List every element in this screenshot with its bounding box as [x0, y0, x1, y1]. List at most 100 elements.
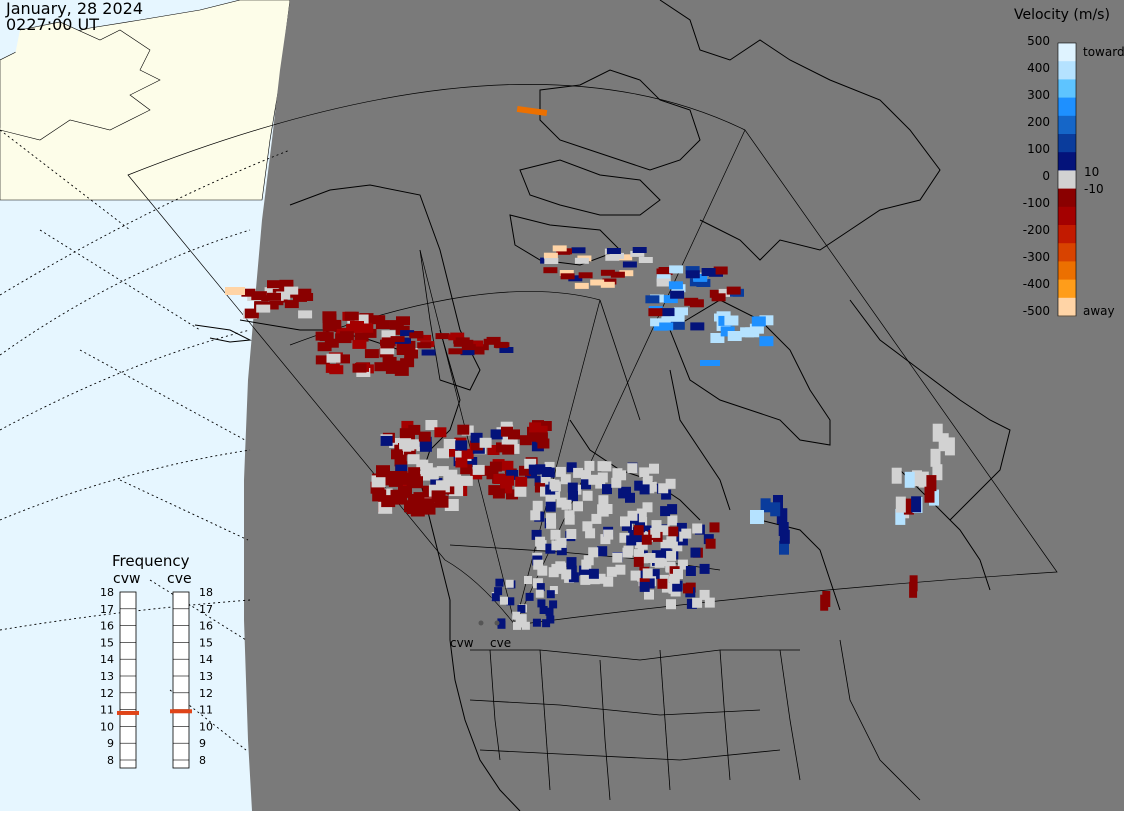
scatter-cell — [493, 341, 508, 348]
scatter-cell — [610, 271, 625, 278]
colorbar-swatch — [1058, 279, 1076, 299]
scatter-cell — [566, 529, 577, 539]
station-marker-cve — [494, 620, 500, 626]
scatter-cell — [322, 314, 337, 324]
colorbar-swatch — [1058, 188, 1076, 208]
scatter-cell — [374, 362, 389, 372]
scatter-cell — [632, 532, 642, 543]
scatter-cell — [690, 547, 701, 558]
velocity-colorbar: Velocity (m/s) 500400300200100100-10-100… — [1014, 7, 1124, 318]
scatter-cell — [540, 486, 550, 497]
scatter-cell — [651, 550, 662, 561]
scatter-cell — [633, 525, 644, 536]
frequency-tick-label: 11 — [100, 704, 114, 717]
scatter-cell — [568, 572, 579, 583]
scatter-cell — [642, 475, 653, 486]
scatter-cell — [536, 583, 545, 592]
scatter-cell — [354, 332, 369, 342]
scatter-cell — [551, 563, 562, 574]
frequency-tick-label: 16 — [199, 620, 213, 633]
scatter-cell — [636, 508, 647, 519]
frequency-tick-label: 14 — [199, 653, 213, 666]
scatter-cell — [541, 467, 552, 477]
scatter-cell — [602, 278, 617, 285]
scatter-cell — [435, 333, 450, 340]
scatter-cell — [588, 568, 599, 579]
frequency-panel: Frequency cvw cve 18 17 16 15 14 13 12 11 10 9 8 18… — [100, 552, 213, 769]
scatter-cell — [642, 502, 653, 513]
scatter-cell — [225, 287, 245, 295]
scatter-cell — [590, 279, 605, 286]
frequency-tick-label: 17 — [100, 603, 114, 616]
scatter-cell — [700, 360, 720, 366]
scatter-cell — [686, 598, 697, 609]
scatter-cell — [431, 490, 446, 503]
scatter-cell — [324, 338, 339, 348]
scatter-cell — [778, 522, 789, 536]
scatter-cell — [630, 250, 645, 257]
scatter-cell — [390, 336, 405, 343]
frequency-tick-label: 14 — [100, 653, 114, 666]
scatter-cell — [571, 247, 586, 254]
scatter-cell — [502, 475, 515, 486]
scatter-cell — [649, 463, 659, 474]
scatter-cell — [550, 529, 561, 540]
frequency-tick-label: 11 — [199, 704, 213, 717]
scatter-cell — [630, 570, 641, 581]
scatter-cell — [408, 424, 421, 435]
scatter-cell — [654, 557, 665, 568]
scatter-cell — [648, 308, 663, 317]
scatter-cell — [506, 597, 515, 606]
scatter-cell — [685, 566, 696, 576]
colorbar-swatch — [1058, 243, 1076, 262]
frequency-tick-label: 15 — [100, 636, 114, 649]
scatter-cell — [693, 273, 708, 282]
scatter-cell — [470, 348, 485, 355]
colorbar-swatch — [1058, 43, 1076, 62]
frequency-tick-label: 12 — [100, 687, 114, 700]
colorbar-title: Velocity (m/s) — [1014, 7, 1110, 23]
away-label: away — [1083, 304, 1115, 318]
scatter-cell — [352, 363, 367, 373]
scatter-cell — [423, 467, 438, 480]
scatter-cell — [447, 474, 462, 487]
scatter-cell — [641, 534, 652, 545]
scatter-cell — [560, 474, 571, 485]
scatter-cell — [677, 535, 688, 546]
scatter-cell — [581, 470, 591, 481]
colorbar-tick-label: 500 — [1027, 34, 1050, 48]
scatter-cell — [264, 287, 279, 296]
scatter-cell — [489, 461, 502, 472]
colorbar-tick-label: -200 — [1023, 223, 1050, 237]
scatter-cell — [529, 422, 542, 433]
scatter-cell — [588, 474, 599, 485]
scatter-cell — [381, 495, 396, 508]
scatter-cell — [909, 575, 918, 592]
scatter-cell — [487, 445, 500, 455]
scatter-cell — [267, 280, 281, 289]
scatter-cell — [455, 457, 468, 468]
scatter-cell — [552, 245, 567, 252]
scatter-cell — [297, 288, 312, 297]
scatter-cell — [627, 510, 638, 521]
scatter-cell — [705, 538, 716, 549]
scatter-cell — [512, 611, 521, 620]
scatter-cell — [603, 529, 614, 540]
scatter-cell — [390, 471, 404, 483]
scatter-cell — [470, 432, 483, 443]
scatter-cell — [660, 539, 671, 550]
scatter-cell — [759, 315, 774, 326]
scatter-cell — [903, 498, 914, 515]
scatter-cell — [716, 311, 731, 320]
scatter-cell — [713, 266, 728, 275]
scatter-cell — [389, 438, 402, 448]
scatter-cell — [639, 581, 650, 592]
scatter-cell — [326, 353, 341, 363]
scatter-cell — [666, 550, 677, 561]
scatter-cell — [513, 621, 521, 630]
scatter-cell — [559, 270, 574, 276]
scatter-cell — [598, 506, 609, 517]
scatter-cell — [524, 458, 537, 469]
colorbar-tick-label: 0 — [1042, 169, 1050, 183]
